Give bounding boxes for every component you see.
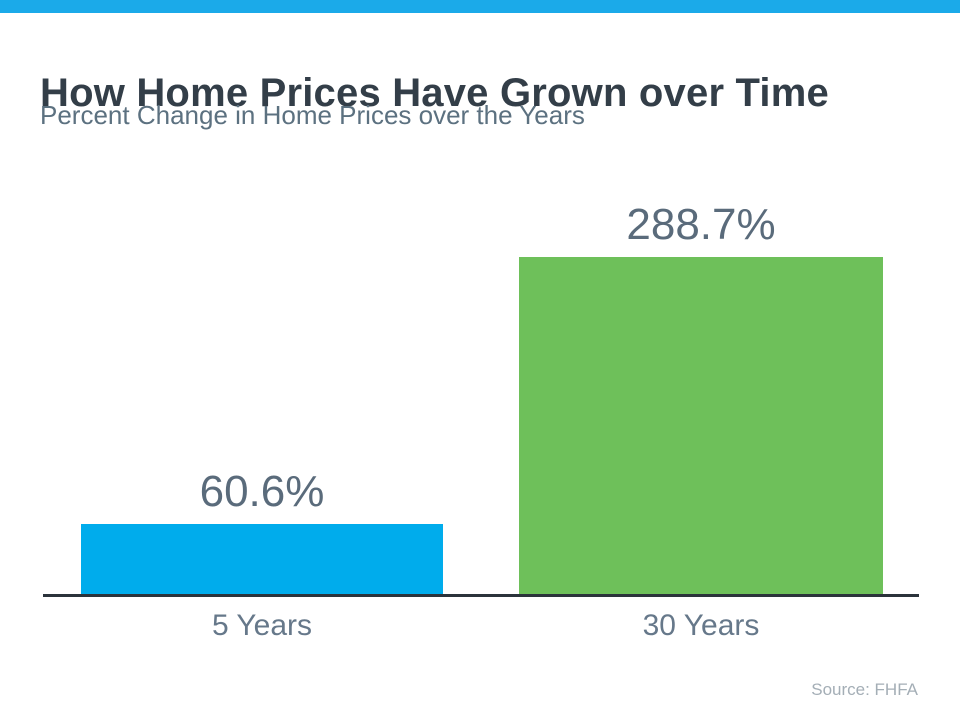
page-title: How Home Prices Have Grown over Time <box>40 70 829 115</box>
source-note: Source: FHFA <box>811 680 918 699</box>
bar-group-5-years: 60.6% <box>81 470 443 595</box>
x-axis-label-5-years: 5 Years <box>211 609 313 642</box>
value-label-5-years: 60.6% <box>199 467 325 516</box>
bar-group-30-years: 288.7% <box>519 203 883 595</box>
x-axis-label-30-years: 30 Years <box>642 609 760 642</box>
top-accent-bar <box>0 0 960 13</box>
bar-5-years <box>81 524 443 595</box>
page-subtitle: Percent Change in Home Prices over the Y… <box>40 100 585 130</box>
bar-30-years <box>519 257 883 595</box>
x-axis-line <box>43 594 919 597</box>
value-label-30-years: 288.7% <box>626 200 776 249</box>
